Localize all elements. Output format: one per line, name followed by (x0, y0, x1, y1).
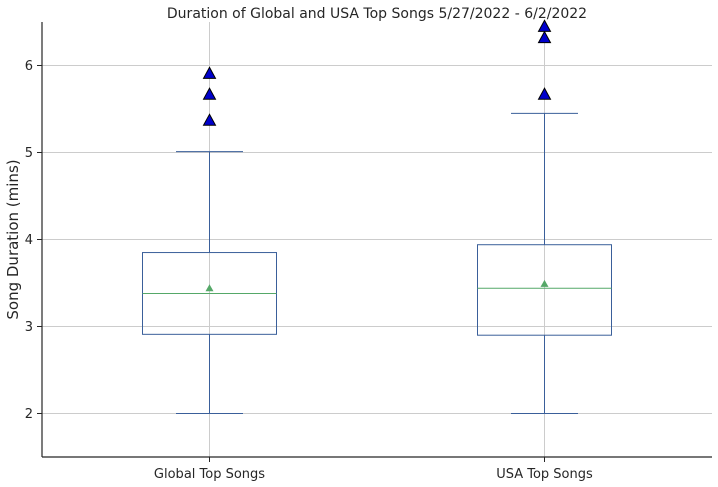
y-tick-label: 6 (25, 59, 33, 74)
outlier-marker (537, 30, 552, 44)
chart-title: Duration of Global and USA Top Songs 5/2… (167, 6, 587, 22)
grid-layer (42, 22, 712, 457)
y-tick-label: 4 (25, 233, 33, 248)
x-tick-label: Global Top Songs (154, 467, 265, 482)
mean-marker (540, 279, 549, 287)
box-group (142, 66, 277, 414)
outlier-marker (537, 87, 552, 100)
x-tick-label: USA Top Songs (496, 467, 593, 482)
mean-marker (205, 284, 214, 292)
y-tick-label: 5 (25, 146, 33, 161)
outlier-marker (537, 19, 552, 32)
y-axis-title: Song Duration (mins) (4, 159, 22, 319)
box-group (477, 19, 612, 414)
label-layer: 2 3 4 5 6 Global Top Songs USA Top Songs (25, 59, 593, 482)
box-layer (142, 19, 612, 414)
iqr-box (477, 244, 612, 336)
y-tick-label: 3 (25, 320, 33, 335)
outlier-marker (202, 87, 217, 100)
outlier-marker (202, 66, 217, 79)
outlier-marker (202, 113, 217, 126)
y-tick-label: 2 (25, 407, 33, 422)
